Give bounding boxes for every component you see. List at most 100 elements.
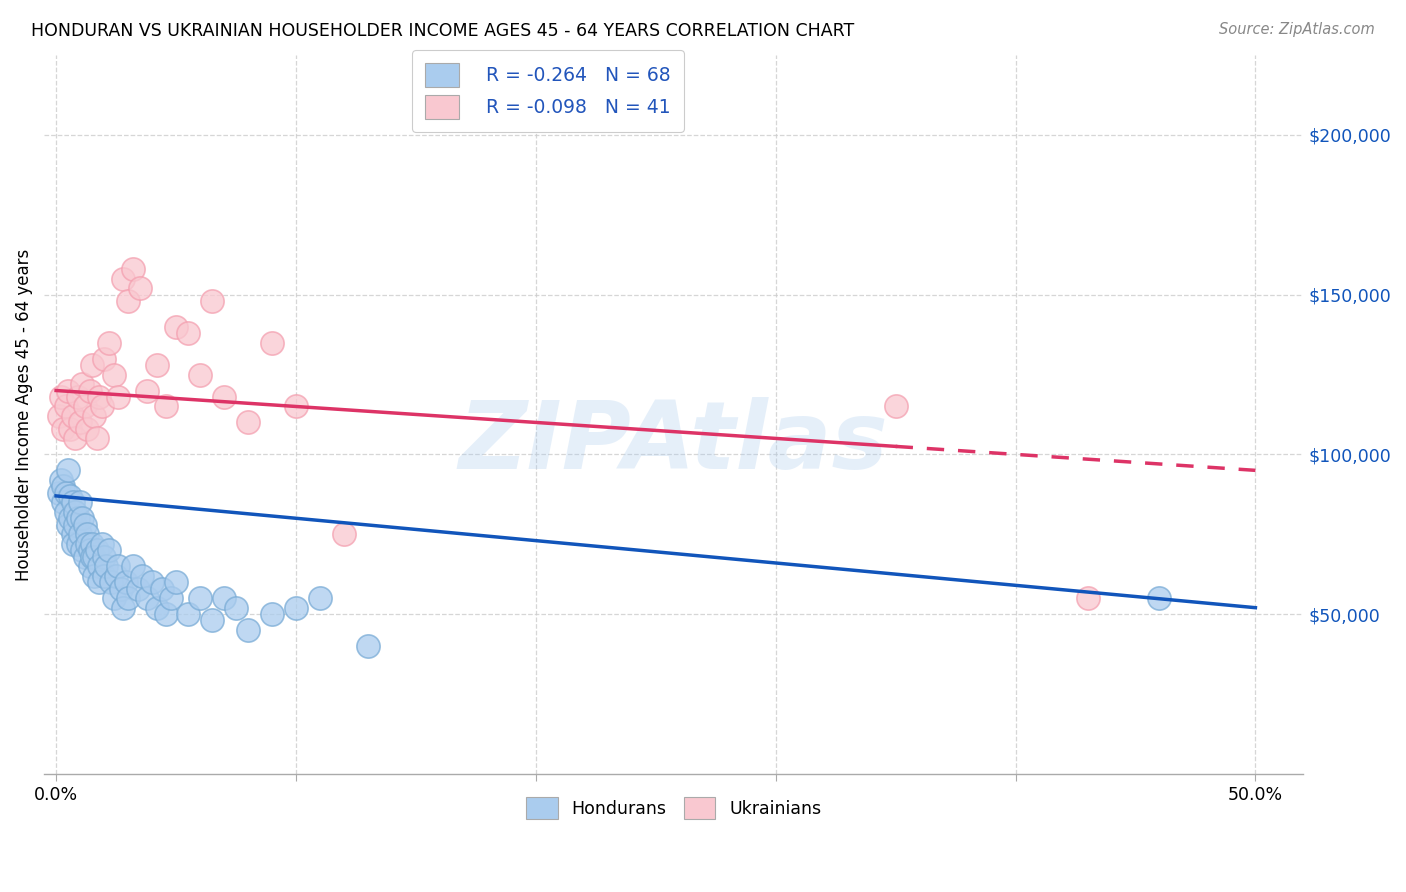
Point <box>80 549 103 564</box>
Point <box>49 473 72 487</box>
Point <box>129 281 152 295</box>
Point <box>285 400 308 414</box>
Point <box>212 591 235 606</box>
Point <box>155 400 177 414</box>
Point <box>884 400 907 414</box>
Point <box>96 559 118 574</box>
Point <box>80 358 103 372</box>
Point <box>66 511 89 525</box>
Point <box>89 575 111 590</box>
Point <box>62 495 84 509</box>
Point <box>72 377 94 392</box>
Point <box>89 390 111 404</box>
Text: HONDURAN VS UKRAINIAN HOUSEHOLDER INCOME AGES 45 - 64 YEARS CORRELATION CHART: HONDURAN VS UKRAINIAN HOUSEHOLDER INCOME… <box>31 22 855 40</box>
Point <box>136 591 159 606</box>
Point <box>66 390 89 404</box>
Text: Source: ZipAtlas.com: Source: ZipAtlas.com <box>1219 22 1375 37</box>
Point <box>103 368 125 382</box>
Point <box>79 543 101 558</box>
Point <box>105 568 128 582</box>
Point <box>177 607 200 621</box>
Point <box>165 575 187 590</box>
Point <box>83 409 105 423</box>
Point <box>201 614 224 628</box>
Point <box>56 384 79 398</box>
Point <box>69 527 91 541</box>
Point <box>1149 591 1171 606</box>
Point <box>107 390 129 404</box>
Point <box>260 335 283 350</box>
Point <box>225 600 247 615</box>
Point <box>83 568 105 582</box>
Point <box>69 495 91 509</box>
Legend: Hondurans, Ukrainians: Hondurans, Ukrainians <box>519 790 828 826</box>
Point <box>93 351 115 366</box>
Point <box>52 479 75 493</box>
Point <box>73 517 96 532</box>
Point <box>201 294 224 309</box>
Point <box>110 582 132 596</box>
Point <box>73 400 96 414</box>
Point <box>93 549 115 564</box>
Point <box>121 262 143 277</box>
Point <box>55 400 77 414</box>
Point <box>165 319 187 334</box>
Point <box>86 543 108 558</box>
Point <box>141 575 163 590</box>
Point <box>52 495 75 509</box>
Point <box>177 326 200 340</box>
Point <box>66 537 89 551</box>
Point <box>80 537 103 551</box>
Point <box>285 600 308 615</box>
Point <box>65 517 87 532</box>
Point <box>188 591 211 606</box>
Y-axis label: Householder Income Ages 45 - 64 years: Householder Income Ages 45 - 64 years <box>15 248 32 581</box>
Point <box>260 607 283 621</box>
Point <box>55 505 77 519</box>
Point <box>107 559 129 574</box>
Point <box>146 600 169 615</box>
Point <box>131 568 153 582</box>
Point <box>93 568 115 582</box>
Point <box>146 358 169 372</box>
Point <box>56 463 79 477</box>
Point <box>100 575 122 590</box>
Point <box>236 623 259 637</box>
Point <box>97 543 120 558</box>
Point <box>136 384 159 398</box>
Point <box>48 409 70 423</box>
Point <box>112 600 135 615</box>
Point <box>121 559 143 574</box>
Point <box>188 368 211 382</box>
Point <box>65 431 87 445</box>
Point <box>86 431 108 445</box>
Point <box>90 537 112 551</box>
Point <box>103 591 125 606</box>
Point <box>73 549 96 564</box>
Point <box>62 409 84 423</box>
Point <box>357 639 380 653</box>
Point <box>97 335 120 350</box>
Point <box>89 559 111 574</box>
Point <box>79 559 101 574</box>
Point <box>72 511 94 525</box>
Point <box>59 422 82 436</box>
Point <box>114 575 136 590</box>
Point <box>79 384 101 398</box>
Point <box>117 591 139 606</box>
Point <box>59 511 82 525</box>
Point <box>117 294 139 309</box>
Point <box>69 416 91 430</box>
Point <box>76 422 98 436</box>
Point <box>48 485 70 500</box>
Point <box>127 582 149 596</box>
Point <box>160 591 183 606</box>
Point <box>236 416 259 430</box>
Point <box>83 549 105 564</box>
Point <box>62 527 84 541</box>
Point <box>49 390 72 404</box>
Point <box>55 485 77 500</box>
Text: ZIPAtlas: ZIPAtlas <box>458 397 889 489</box>
Point <box>112 271 135 285</box>
Point <box>155 607 177 621</box>
